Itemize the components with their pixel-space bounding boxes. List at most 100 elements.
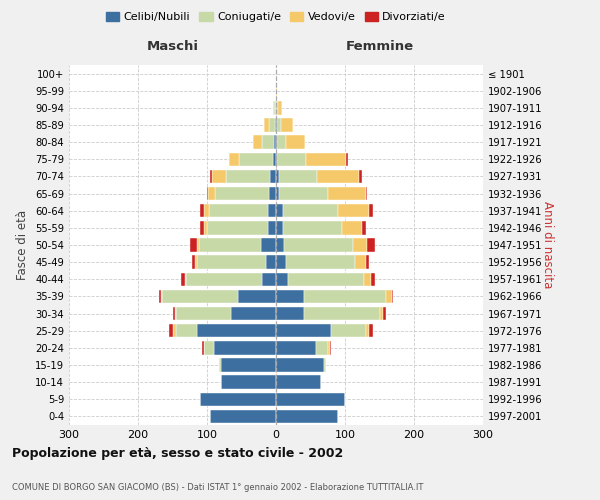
Bar <box>272 152 276 166</box>
Bar <box>274 101 276 114</box>
Bar <box>276 392 345 406</box>
Bar <box>220 358 221 372</box>
Bar <box>274 136 276 149</box>
Text: Femmine: Femmine <box>346 40 413 53</box>
Bar <box>276 341 316 354</box>
Bar <box>176 307 231 320</box>
Bar <box>304 290 386 303</box>
Bar <box>276 84 277 98</box>
Bar <box>276 272 289 286</box>
Bar <box>195 256 197 269</box>
Bar <box>366 324 369 338</box>
Bar <box>203 341 214 354</box>
Bar <box>286 256 355 269</box>
Bar <box>161 290 162 303</box>
Bar <box>262 272 276 286</box>
Bar <box>283 221 341 234</box>
Bar <box>276 307 304 320</box>
Bar <box>221 358 276 372</box>
Bar <box>238 290 276 303</box>
Bar <box>276 187 280 200</box>
Bar <box>276 221 283 234</box>
Bar <box>190 238 197 252</box>
Bar <box>276 238 284 252</box>
Bar <box>328 187 366 200</box>
Bar <box>209 204 268 218</box>
Y-axis label: Anni di nascita: Anni di nascita <box>541 202 554 288</box>
Bar <box>276 204 283 218</box>
Bar <box>263 118 269 132</box>
Bar <box>262 136 274 149</box>
Bar <box>197 238 199 252</box>
Bar <box>253 136 262 149</box>
Bar <box>269 187 276 200</box>
Bar <box>380 307 383 320</box>
Bar <box>197 256 266 269</box>
Bar <box>202 341 203 354</box>
Bar <box>221 376 276 389</box>
Bar <box>212 170 226 183</box>
Bar <box>277 152 307 166</box>
Bar <box>229 152 239 166</box>
Bar <box>392 290 394 303</box>
Bar <box>369 204 373 218</box>
Bar <box>176 324 197 338</box>
Bar <box>276 376 321 389</box>
Bar <box>353 238 367 252</box>
Bar <box>276 118 277 132</box>
Bar <box>266 256 276 269</box>
Bar <box>341 221 362 234</box>
Bar <box>197 324 276 338</box>
Y-axis label: Fasce di età: Fasce di età <box>16 210 29 280</box>
Bar <box>185 272 187 286</box>
Bar <box>366 256 369 269</box>
Bar <box>211 170 212 183</box>
Bar <box>187 272 262 286</box>
Bar <box>199 238 261 252</box>
Bar <box>277 118 281 132</box>
Bar <box>307 152 346 166</box>
Bar <box>362 221 366 234</box>
Bar <box>200 221 203 234</box>
Bar <box>160 290 161 303</box>
Bar <box>231 307 276 320</box>
Bar <box>261 238 276 252</box>
Bar <box>364 272 371 286</box>
Bar <box>284 238 353 252</box>
Bar <box>268 221 276 234</box>
Bar <box>283 204 338 218</box>
Bar <box>276 290 304 303</box>
Bar <box>192 256 195 269</box>
Bar <box>289 272 364 286</box>
Bar <box>338 204 369 218</box>
Bar <box>226 170 271 183</box>
Bar <box>173 324 176 338</box>
Bar <box>162 290 238 303</box>
Bar <box>355 256 366 269</box>
Bar <box>272 101 274 114</box>
Bar <box>369 324 373 338</box>
Bar <box>239 152 272 166</box>
Text: COMUNE DI BORGO SAN GIACOMO (BS) - Dati ISTAT 1° gennaio 2002 - Elaborazione TUT: COMUNE DI BORGO SAN GIACOMO (BS) - Dati … <box>12 483 424 492</box>
Bar <box>208 187 215 200</box>
Bar <box>330 341 331 354</box>
Text: Maschi: Maschi <box>146 40 199 53</box>
Bar <box>276 410 338 423</box>
Bar <box>269 118 275 132</box>
Bar <box>181 272 185 286</box>
Bar <box>359 170 362 183</box>
Bar <box>316 341 328 354</box>
Bar <box>211 410 276 423</box>
Bar <box>271 170 276 183</box>
Bar <box>203 204 209 218</box>
Bar <box>304 307 380 320</box>
Bar <box>276 152 277 166</box>
Bar <box>276 358 325 372</box>
Bar <box>328 341 330 354</box>
Bar <box>215 187 269 200</box>
Text: Popolazione per età, sesso e stato civile - 2002: Popolazione per età, sesso e stato civil… <box>12 448 343 460</box>
Bar <box>276 256 286 269</box>
Bar <box>276 170 280 183</box>
Bar <box>386 290 392 303</box>
Bar <box>346 152 348 166</box>
